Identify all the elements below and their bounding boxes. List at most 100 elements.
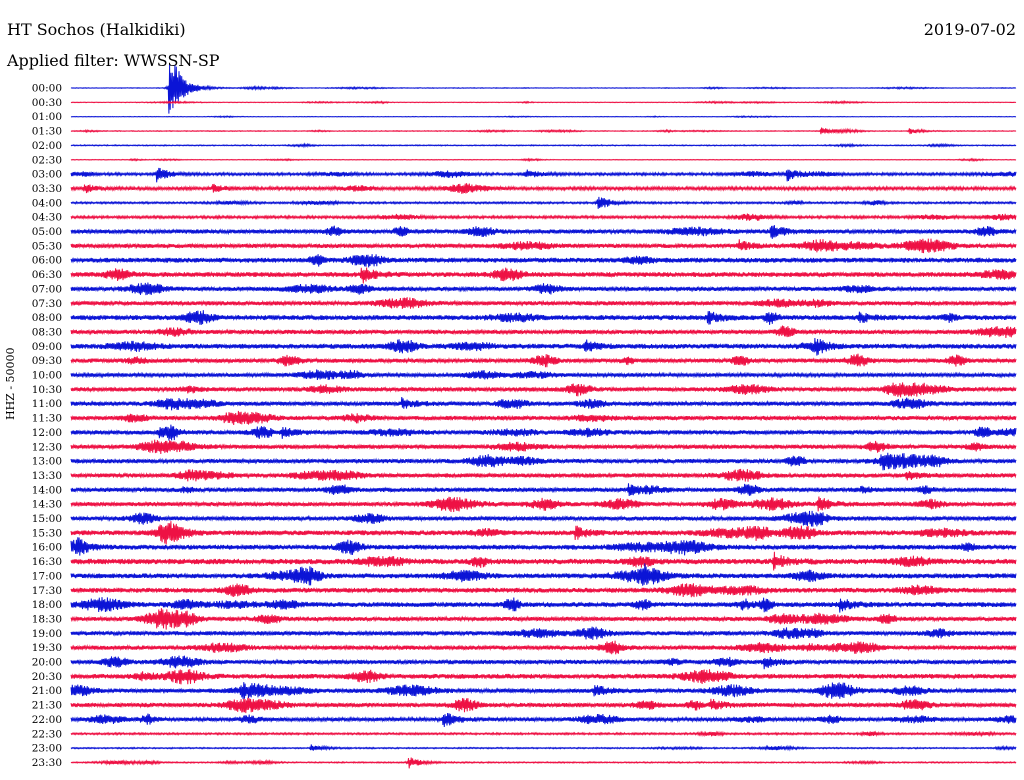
row-time-label: 21:30 <box>32 700 62 712</box>
row-time-label: 23:00 <box>32 743 62 755</box>
row-time-label: 11:00 <box>32 398 62 410</box>
trace-line-1130 <box>70 410 1017 426</box>
trace-line-1700 <box>70 563 1017 586</box>
row-time-label: 16:30 <box>32 556 62 568</box>
row-time-label: 23:30 <box>32 757 62 769</box>
row-time-label: 07:00 <box>32 283 62 295</box>
row-time-label: 13:30 <box>32 470 62 482</box>
trace-line-0530 <box>70 238 1017 254</box>
row-time-label: 00:00 <box>32 83 62 95</box>
trace-line-0630 <box>70 267 1017 284</box>
trace-line-1030 <box>70 382 1017 398</box>
row-time-label: 22:00 <box>32 714 62 726</box>
trace-line-1600 <box>70 537 1017 556</box>
row-time-label: 05:30 <box>32 240 62 252</box>
trace-line-0900 <box>70 337 1017 356</box>
row-time-label: 14:30 <box>32 499 62 511</box>
row-time-label: 11:30 <box>32 413 62 425</box>
row-time-label: 20:30 <box>32 671 62 683</box>
row-time-label: 05:00 <box>32 226 62 238</box>
trace-line-1330 <box>70 468 1017 482</box>
trace-line-2300 <box>70 744 1017 752</box>
row-time-label: 02:00 <box>32 140 62 152</box>
filter-label: Applied filter: WWSSN-SP <box>7 51 220 70</box>
trace-line-2200 <box>70 712 1017 728</box>
trace-line-1530 <box>70 521 1017 545</box>
trace-line-0100 <box>70 115 1017 119</box>
row-time-label: 00:30 <box>32 97 62 109</box>
trace-line-0300 <box>70 167 1017 183</box>
row-time-label: 19:30 <box>32 642 62 654</box>
trace-line-2030 <box>70 669 1017 685</box>
row-time-label: 20:00 <box>32 657 62 669</box>
row-time-label: 15:30 <box>32 527 62 539</box>
trace-line-2100 <box>70 682 1017 700</box>
trace-line-1100 <box>70 396 1017 411</box>
trace-line-2230 <box>70 730 1017 738</box>
row-time-label: 17:30 <box>32 585 62 597</box>
trace-line-1430 <box>70 496 1017 513</box>
row-time-label: 07:30 <box>32 298 62 310</box>
row-time-label: 10:00 <box>32 370 62 382</box>
trace-line-0500 <box>70 225 1017 239</box>
row-time-label: 18:30 <box>32 613 62 625</box>
trace-line-1200 <box>70 424 1017 441</box>
trace-line-0330 <box>70 183 1017 194</box>
trace-line-0200 <box>70 142 1017 149</box>
trace-line-1930 <box>70 640 1017 655</box>
trace-line-0800 <box>70 310 1017 325</box>
trace-line-0830 <box>70 325 1017 339</box>
trace-line-0130 <box>70 127 1017 135</box>
trace-line-1800 <box>70 597 1017 613</box>
row-time-label: 08:00 <box>32 312 62 324</box>
row-time-label: 16:00 <box>32 542 62 554</box>
row-time-label: 06:30 <box>32 269 62 281</box>
row-time-label: 18:00 <box>32 599 62 611</box>
row-time-label: 13:00 <box>32 456 62 468</box>
trace-line-2330 <box>70 757 1017 769</box>
row-time-label: 22:30 <box>32 728 62 740</box>
row-time-label: 08:30 <box>32 326 62 338</box>
trace-line-1830 <box>70 608 1017 630</box>
trace-line-1400 <box>70 483 1017 497</box>
trace-line-2130 <box>70 697 1017 714</box>
trace-line-0930 <box>70 353 1017 368</box>
trace-line-1500 <box>70 510 1017 527</box>
trace-line-1000 <box>70 369 1017 381</box>
row-time-label: 15:00 <box>32 513 62 525</box>
trace-line-1230 <box>70 439 1017 455</box>
station-title: HT Sochos (Halkidiki) <box>7 20 186 39</box>
row-time-label: 06:00 <box>32 255 62 267</box>
trace-line-0000 <box>70 64 1017 114</box>
trace-line-1300 <box>70 452 1017 471</box>
trace-group <box>70 64 1017 769</box>
row-time-label: 10:30 <box>32 384 62 396</box>
row-time-label: 12:30 <box>32 441 62 453</box>
row-time-label: 17:00 <box>32 570 62 582</box>
row-time-label: 21:00 <box>32 685 62 697</box>
trace-line-0600 <box>70 254 1017 268</box>
date-label: 2019-07-02 <box>923 20 1016 39</box>
trace-line-0730 <box>70 297 1017 309</box>
trace-line-1730 <box>70 583 1017 598</box>
trace-line-1900 <box>70 626 1017 640</box>
time-label-group: 00:00 00:30 01:00 01:30 02:00 02:30 03:00 03:30… <box>32 83 62 769</box>
row-time-label: 04:30 <box>32 212 62 224</box>
trace-line-2000 <box>70 655 1017 670</box>
row-time-label: 03:30 <box>32 183 62 195</box>
row-time-label: 02:30 <box>32 154 62 166</box>
row-time-label: 01:30 <box>32 126 62 138</box>
trace-line-1630 <box>70 551 1017 571</box>
trace-line-0700 <box>70 282 1017 296</box>
row-time-label: 04:00 <box>32 197 62 209</box>
trace-line-0030 <box>70 100 1017 105</box>
trace-line-0230 <box>70 157 1017 163</box>
trace-line-0400 <box>70 196 1017 209</box>
row-time-label: 12:00 <box>32 427 62 439</box>
trace-line-0430 <box>70 213 1017 221</box>
row-time-label: 09:30 <box>32 355 62 367</box>
row-time-label: 03:00 <box>32 169 62 181</box>
row-time-label: 01:00 <box>32 111 62 123</box>
row-time-label: 19:00 <box>32 628 62 640</box>
